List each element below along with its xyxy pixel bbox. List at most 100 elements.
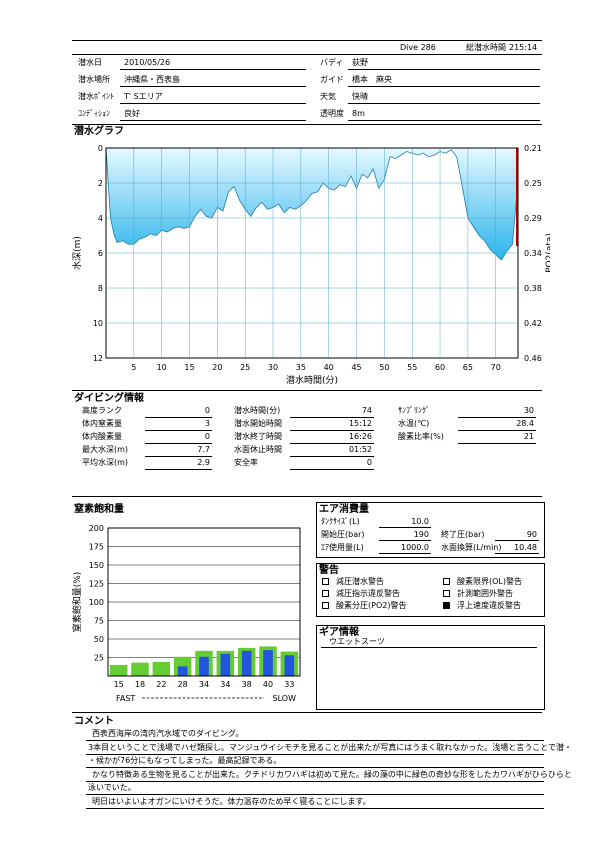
point-value: T' Sエリア xyxy=(124,92,163,101)
comment-line: ・候かが76分にもなってしまった。最高記録である。 xyxy=(88,756,282,765)
guide-underline xyxy=(348,86,540,87)
n2-y-tick-label: 125 xyxy=(89,580,104,589)
n2-bar-end xyxy=(177,666,188,676)
condition-value: 良好 xyxy=(124,109,140,118)
dive-plot-border xyxy=(105,147,519,359)
diving-info-underline xyxy=(145,417,212,418)
dive-x-tick-label: 45 xyxy=(351,363,361,372)
n2-y-tick-label: 25 xyxy=(94,654,104,663)
dive-y2-tick-label: 0.21 xyxy=(524,144,542,153)
comment-underline xyxy=(86,753,544,755)
n2-category-label: 40 xyxy=(263,680,273,689)
diving-info-label: 最大水深(m) xyxy=(82,445,129,454)
gear-underline xyxy=(321,647,537,648)
warning-label: 酸素分圧(PO2)警告 xyxy=(336,601,407,610)
diving-info-label: 安全率 xyxy=(234,458,258,467)
warning-label: 減圧潜水警告 xyxy=(336,577,384,586)
dive-y-tick-label: 0 xyxy=(98,144,103,153)
warning-label: 浮上速度違反警告 xyxy=(457,601,521,610)
n2-bar-max xyxy=(109,664,128,676)
diving-info-value: 0 xyxy=(366,458,372,467)
tank-size-value: 10.0 xyxy=(411,517,429,526)
n2-y-tick-label: 200 xyxy=(89,524,104,533)
point-label: 潜水ﾎﾟｲﾝﾄ xyxy=(78,92,114,101)
surface-rate-label: 水面換算(L/min) xyxy=(441,543,502,552)
graph-title: 潜水グラフ xyxy=(74,126,124,137)
n2-category-label: 38 xyxy=(242,680,252,689)
diving-info-value: 30 xyxy=(523,406,534,415)
diving-info-bottom-rule xyxy=(72,496,542,497)
diving-info-value: 74 xyxy=(361,406,372,415)
guide-label: ガイド xyxy=(320,75,344,84)
diving-info-value: 16:26 xyxy=(348,432,372,441)
comment-line: 泳いでいた。 xyxy=(88,783,136,792)
diving-info-label: 潜水時間(分) xyxy=(234,406,281,415)
diving-info-underline xyxy=(290,417,374,418)
dive-x-tick-label: 20 xyxy=(212,363,222,372)
place-label: 潜水場所 xyxy=(78,75,110,84)
diving-info-value: 21 xyxy=(523,432,534,441)
dive-y-tick-label: 10 xyxy=(93,319,103,328)
diving-info-value: 0 xyxy=(204,432,210,441)
total-dive-time-label: 総潜水時間 xyxy=(466,43,506,52)
dive-x-tick-label: 30 xyxy=(268,363,278,372)
start-pressure-label: 開始圧(bar) xyxy=(321,530,365,539)
diving-info-label: 潜水終了時間 xyxy=(234,432,282,441)
diving-info-value: 3 xyxy=(204,419,210,428)
n2-y-tick-label: 150 xyxy=(89,561,104,570)
n2-bar-end xyxy=(199,656,209,676)
warnings-title: 警告 xyxy=(319,565,339,576)
warning-checkbox xyxy=(322,590,329,597)
diving-info-label: 潜水開始時間 xyxy=(234,419,282,428)
diving-info-top-rule xyxy=(72,390,542,391)
diving-info-underline xyxy=(458,443,536,444)
weather-underline xyxy=(348,103,540,104)
dive-x-tick-label: 10 xyxy=(157,363,167,372)
diving-info-underline xyxy=(145,430,212,431)
n2-category-label: 22 xyxy=(156,680,166,689)
dive-number: Dive 286 xyxy=(400,43,436,52)
n2-bar-end xyxy=(220,653,231,676)
comment-underline xyxy=(86,807,544,809)
n2-y-axis-label: 窒素飽和量(%) xyxy=(71,572,83,633)
total-dive-time-value: 215:14 xyxy=(509,43,538,52)
dive-depth-line xyxy=(105,147,519,261)
dive-y2-tick-label: 0.46 xyxy=(524,354,542,363)
air-consumption-box: エア消費量 ﾀﾝｸｻｲｽﾞ(L) 10.0 開始圧(bar) 190 ｴｱ使用量… xyxy=(316,502,545,558)
diving-info-value: 2.9 xyxy=(197,458,210,467)
warning-checkbox xyxy=(322,602,329,609)
dive-y-tick-label: 2 xyxy=(98,179,103,188)
dive-x-tick-label: 50 xyxy=(379,363,389,372)
dive-x-tick-label: 55 xyxy=(407,363,417,372)
buddy-underline xyxy=(348,69,540,70)
n2-y-tick-label: 50 xyxy=(94,635,104,644)
buddy-label: バディ xyxy=(320,58,344,67)
dive-x-tick-label: 35 xyxy=(296,363,306,372)
warning-label: 酸素限界(OL)警告 xyxy=(457,577,522,586)
dive-y2-axis-label: PO2(ata) xyxy=(545,233,550,273)
diving-info-underline xyxy=(290,456,374,457)
dive-x-tick-label: 60 xyxy=(435,363,445,372)
diving-info-underline xyxy=(290,443,374,444)
dive-y2-tick-label: 0.29 xyxy=(524,214,542,223)
diving-info-underline xyxy=(145,456,212,457)
dive-profile-chart: 5 10 15 20 25 30 35 40 45 50 55 60 65 70 0 2 4 6 8 10 12 0.21… xyxy=(71,144,550,386)
dive-y2-tick-label: 0.25 xyxy=(524,179,542,188)
header-top-rule xyxy=(72,40,542,41)
comment-top-rule xyxy=(72,712,542,713)
n2-y-tick-label: 100 xyxy=(89,598,104,607)
air-title: エア消費量 xyxy=(319,504,369,515)
dive-y-tick-label: 6 xyxy=(98,249,103,258)
start-pressure-value: 190 xyxy=(413,530,429,539)
n2-y-tick-label: 175 xyxy=(89,543,104,552)
tank-size-label: ﾀﾝｸｻｲｽﾞ(L) xyxy=(321,517,360,526)
diving-info-underline xyxy=(145,443,212,444)
header-rule xyxy=(72,54,542,55)
weather-label: 天気 xyxy=(320,92,336,101)
diving-info-label: 高度ランク xyxy=(82,406,122,415)
diving-info-value: 15:12 xyxy=(348,419,372,428)
n2-plot-border xyxy=(107,527,301,677)
n2-bar-end xyxy=(241,650,252,676)
n2-category-label: 34 xyxy=(199,680,209,689)
dive-y-tick-label: 12 xyxy=(93,354,103,363)
